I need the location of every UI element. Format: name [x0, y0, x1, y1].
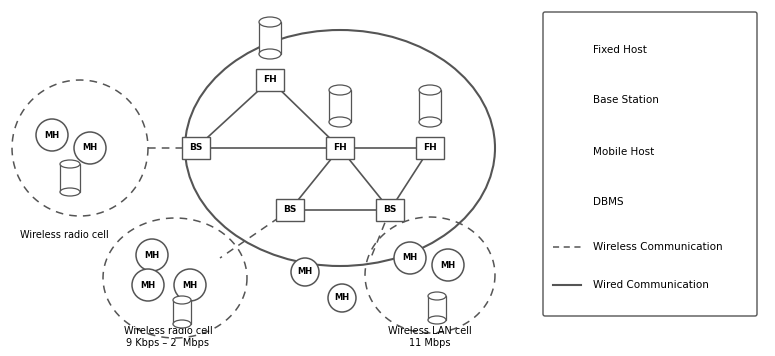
Ellipse shape: [558, 186, 576, 194]
Ellipse shape: [329, 85, 351, 95]
Circle shape: [553, 138, 581, 166]
Ellipse shape: [259, 17, 281, 27]
FancyBboxPatch shape: [276, 199, 304, 221]
FancyBboxPatch shape: [555, 90, 579, 110]
Ellipse shape: [428, 316, 446, 324]
Text: MH: MH: [402, 253, 418, 262]
Polygon shape: [173, 300, 191, 324]
Polygon shape: [558, 190, 576, 214]
Circle shape: [36, 119, 68, 151]
Text: FH: FH: [333, 143, 347, 152]
Text: BS: BS: [561, 95, 574, 105]
Polygon shape: [259, 22, 281, 54]
FancyBboxPatch shape: [555, 40, 579, 60]
Text: Base Station: Base Station: [593, 95, 659, 105]
Circle shape: [394, 242, 426, 274]
FancyBboxPatch shape: [543, 12, 757, 316]
Ellipse shape: [428, 292, 446, 300]
Ellipse shape: [419, 117, 441, 127]
Ellipse shape: [419, 85, 441, 95]
FancyBboxPatch shape: [256, 69, 284, 91]
Text: MH: MH: [335, 293, 350, 303]
Text: MH: MH: [44, 131, 60, 140]
Polygon shape: [329, 90, 351, 122]
Text: Fixed Host: Fixed Host: [593, 45, 647, 55]
Text: Wireless radio cell: Wireless radio cell: [20, 230, 108, 240]
Ellipse shape: [558, 210, 576, 218]
Text: FH: FH: [423, 143, 437, 152]
FancyBboxPatch shape: [416, 137, 444, 159]
Text: MH: MH: [144, 251, 160, 260]
Text: FH: FH: [561, 46, 574, 54]
Text: Mobile Host: Mobile Host: [593, 147, 654, 157]
Polygon shape: [60, 164, 80, 192]
Text: Wireless Communication: Wireless Communication: [593, 242, 722, 252]
Ellipse shape: [329, 117, 351, 127]
Text: FH: FH: [264, 75, 277, 84]
Circle shape: [174, 269, 206, 301]
Ellipse shape: [173, 296, 191, 304]
Circle shape: [74, 132, 106, 164]
Text: MH: MH: [182, 281, 198, 289]
Text: MH: MH: [298, 267, 312, 277]
FancyBboxPatch shape: [182, 137, 210, 159]
Text: MH: MH: [440, 261, 456, 269]
Circle shape: [132, 269, 164, 301]
Text: DBMS: DBMS: [593, 197, 624, 207]
Text: BS: BS: [384, 205, 397, 215]
Ellipse shape: [60, 160, 80, 168]
FancyBboxPatch shape: [376, 199, 404, 221]
Ellipse shape: [60, 188, 80, 196]
Text: Wireless LAN cell
11 Mbps: Wireless LAN cell 11 Mbps: [388, 326, 472, 348]
Circle shape: [136, 239, 168, 271]
Circle shape: [328, 284, 356, 312]
Ellipse shape: [259, 49, 281, 59]
Circle shape: [291, 258, 319, 286]
Text: MH: MH: [82, 143, 98, 152]
Polygon shape: [428, 296, 446, 320]
Text: BS: BS: [189, 143, 203, 152]
Circle shape: [432, 249, 464, 281]
Text: MH: MH: [560, 147, 574, 157]
Text: Wired Communication: Wired Communication: [593, 280, 709, 290]
Text: MH: MH: [140, 281, 156, 289]
Text: BS: BS: [284, 205, 297, 215]
Text: Wireless radio cell
9 Kbps – 2  Mbps: Wireless radio cell 9 Kbps – 2 Mbps: [124, 326, 212, 348]
FancyBboxPatch shape: [326, 137, 354, 159]
Ellipse shape: [173, 320, 191, 328]
Polygon shape: [419, 90, 441, 122]
